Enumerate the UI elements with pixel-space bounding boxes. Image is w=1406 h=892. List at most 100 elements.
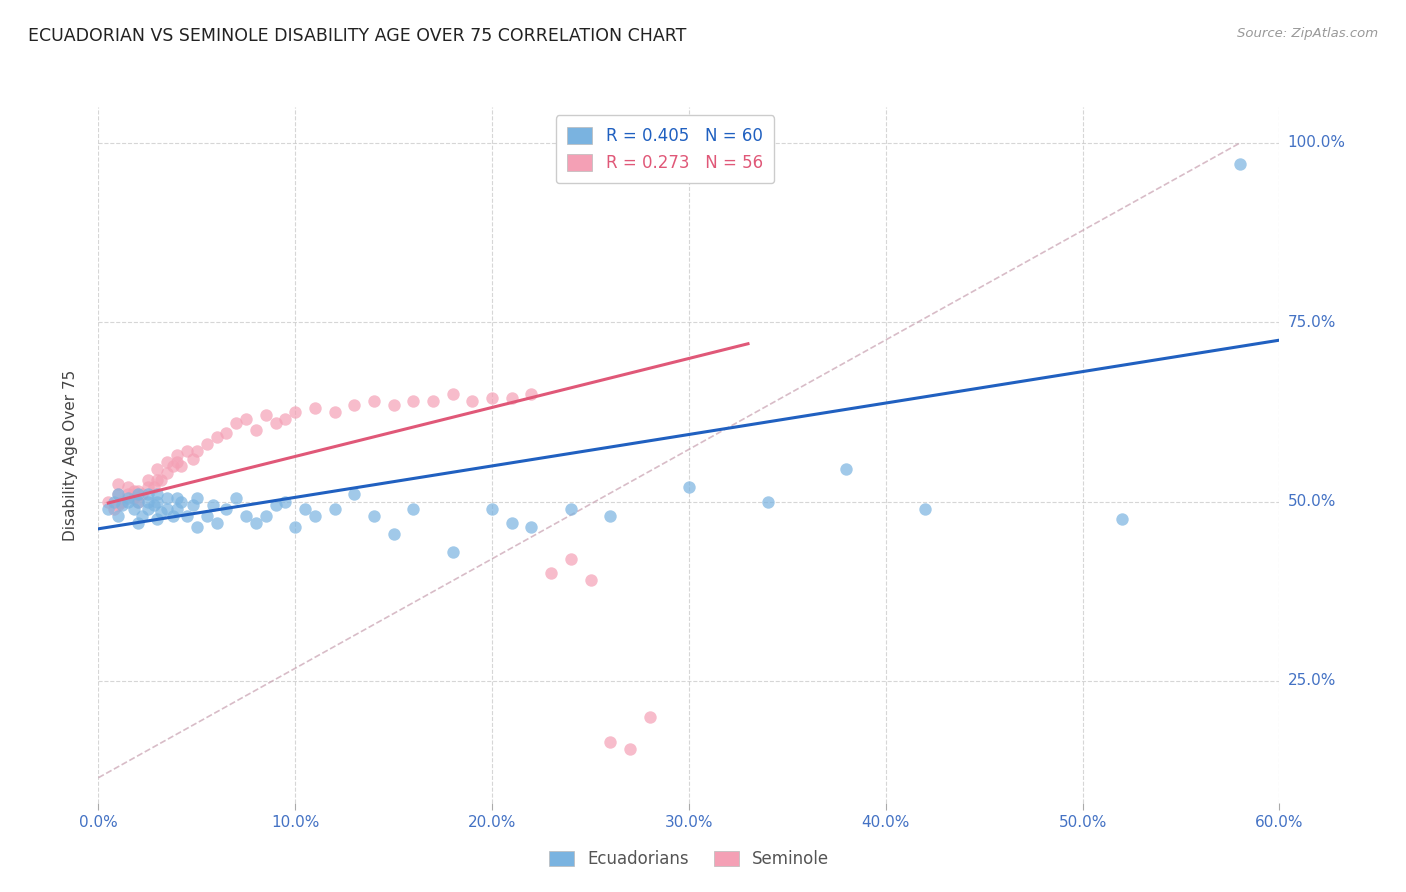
- Point: [156, 491, 179, 505]
- Legend: Ecuadorians, Seminole: Ecuadorians, Seminole: [543, 843, 835, 874]
- Point: [1229, 157, 1251, 171]
- Point: [599, 508, 621, 523]
- Point: [107, 487, 129, 501]
- Point: [107, 476, 129, 491]
- Point: [166, 491, 188, 505]
- Point: [127, 494, 149, 508]
- Point: [97, 501, 120, 516]
- Point: [136, 501, 159, 516]
- Text: 25.0%: 25.0%: [1288, 673, 1336, 689]
- Point: [127, 483, 149, 498]
- Point: [136, 473, 159, 487]
- Point: [441, 387, 464, 401]
- Point: [579, 574, 602, 588]
- Text: 100.0%: 100.0%: [1288, 136, 1346, 151]
- Point: [560, 501, 582, 516]
- Point: [343, 398, 366, 412]
- Point: [343, 487, 366, 501]
- Point: [146, 473, 169, 487]
- Point: [274, 494, 297, 508]
- Point: [117, 487, 139, 501]
- Point: [156, 501, 179, 516]
- Point: [166, 501, 188, 516]
- Point: [146, 512, 169, 526]
- Point: [136, 494, 159, 508]
- Point: [323, 501, 346, 516]
- Point: [195, 508, 218, 523]
- Point: [205, 430, 228, 444]
- Point: [599, 735, 621, 749]
- Point: [117, 494, 139, 508]
- Point: [186, 444, 208, 458]
- Point: [284, 405, 307, 419]
- Point: [235, 412, 257, 426]
- Point: [166, 448, 188, 462]
- Point: [441, 545, 464, 559]
- Point: [304, 401, 326, 416]
- Point: [150, 473, 173, 487]
- Point: [323, 405, 346, 419]
- Point: [284, 519, 307, 533]
- Point: [481, 391, 503, 405]
- Point: [520, 387, 543, 401]
- Point: [254, 409, 277, 423]
- Point: [97, 494, 120, 508]
- Point: [205, 516, 228, 530]
- Point: [678, 480, 700, 494]
- Point: [156, 455, 179, 469]
- Point: [195, 437, 218, 451]
- Point: [162, 458, 184, 473]
- Point: [146, 462, 169, 476]
- Y-axis label: Disability Age Over 75: Disability Age Over 75: [63, 369, 77, 541]
- Point: [461, 394, 484, 409]
- Point: [117, 480, 139, 494]
- Point: [156, 466, 179, 480]
- Point: [111, 498, 134, 512]
- Point: [363, 394, 385, 409]
- Point: [142, 498, 165, 512]
- Point: [264, 416, 287, 430]
- Point: [122, 483, 145, 498]
- Point: [501, 516, 523, 530]
- Point: [122, 501, 145, 516]
- Point: [103, 494, 125, 508]
- Point: [294, 501, 316, 516]
- Point: [136, 487, 159, 501]
- Point: [254, 508, 277, 523]
- Point: [131, 487, 153, 501]
- Point: [127, 516, 149, 530]
- Point: [111, 494, 134, 508]
- Text: ECUADORIAN VS SEMINOLE DISABILITY AGE OVER 75 CORRELATION CHART: ECUADORIAN VS SEMINOLE DISABILITY AGE OV…: [28, 27, 686, 45]
- Point: [107, 487, 129, 501]
- Point: [225, 416, 247, 430]
- Point: [186, 491, 208, 505]
- Point: [756, 494, 779, 508]
- Point: [638, 710, 661, 724]
- Point: [422, 394, 444, 409]
- Point: [382, 526, 405, 541]
- Point: [215, 426, 238, 441]
- Point: [131, 508, 153, 523]
- Point: [540, 566, 562, 581]
- Point: [127, 487, 149, 501]
- Point: [122, 491, 145, 505]
- Point: [146, 487, 169, 501]
- Point: [560, 552, 582, 566]
- Point: [304, 508, 326, 523]
- Point: [107, 498, 129, 512]
- Point: [274, 412, 297, 426]
- Point: [402, 394, 425, 409]
- Point: [146, 494, 169, 508]
- Point: [225, 491, 247, 505]
- Point: [103, 501, 125, 516]
- Point: [186, 519, 208, 533]
- Point: [619, 742, 641, 756]
- Point: [127, 494, 149, 508]
- Point: [501, 391, 523, 405]
- Point: [181, 451, 204, 466]
- Point: [1111, 512, 1133, 526]
- Text: 75.0%: 75.0%: [1288, 315, 1336, 330]
- Point: [235, 508, 257, 523]
- Point: [117, 491, 139, 505]
- Point: [142, 480, 165, 494]
